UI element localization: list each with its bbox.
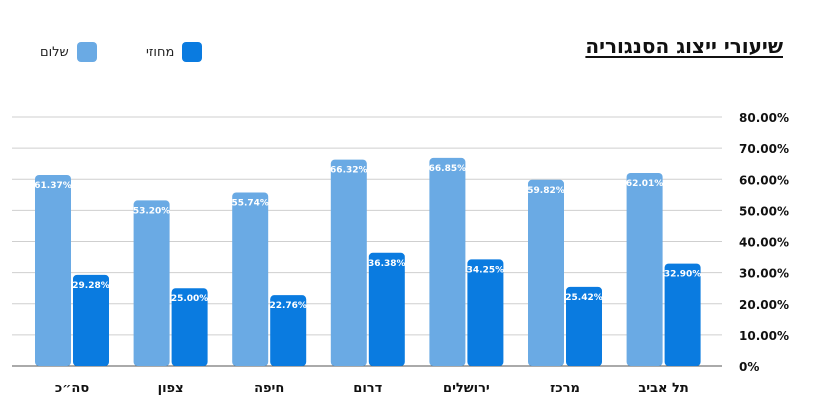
data-label: 32.90% xyxy=(664,270,702,280)
data-label: 62.01% xyxy=(626,179,664,189)
bar-shalom xyxy=(232,192,269,366)
chart-title: שיעורי ייצוג הסנגוריה xyxy=(585,34,783,58)
data-label: 55.74% xyxy=(231,199,269,209)
y-tick-label: 20.00% xyxy=(739,298,789,312)
legend-swatch-shalom xyxy=(76,42,97,62)
data-label: 25.42% xyxy=(565,293,603,303)
x-tick-label: תל אביב xyxy=(638,381,688,396)
x-tick-label: צפון xyxy=(158,381,184,396)
x-tick-label: סה״כ xyxy=(55,381,90,396)
x-tick-label: ירושלים xyxy=(443,381,490,396)
bar-shalom xyxy=(626,172,663,366)
data-label: 36.38% xyxy=(368,259,406,269)
data-label: 59.82% xyxy=(527,186,565,196)
bar-shalom xyxy=(429,157,466,366)
bar-shalom xyxy=(528,179,564,366)
data-label: 34.25% xyxy=(467,265,505,275)
bar-mehozi xyxy=(566,286,602,366)
bar-shalom xyxy=(35,174,71,366)
x-tick-label: חיפה xyxy=(254,381,284,396)
y-tick-label: 80.00% xyxy=(739,111,789,125)
bar-mehozi xyxy=(171,288,208,366)
bar-mehozi xyxy=(73,274,109,366)
data-label: 61.37% xyxy=(34,181,72,191)
y-tick-label: 60.00% xyxy=(739,173,789,187)
y-tick-label: 10.00% xyxy=(739,329,789,343)
x-tick-label: מרכז xyxy=(550,381,580,396)
legend-item-shalom: שלום xyxy=(40,42,97,62)
data-label: 66.32% xyxy=(330,166,368,176)
bar-mehozi xyxy=(664,263,701,366)
y-tick-label: 70.00% xyxy=(739,142,789,156)
data-label: 22.76% xyxy=(269,301,307,311)
bar-mehozi xyxy=(467,259,504,366)
data-label: 25.00% xyxy=(171,294,209,304)
y-tick-label: 30.00% xyxy=(739,267,789,281)
data-label: 66.85% xyxy=(429,164,467,174)
legend-label-mehozi: מחוזי xyxy=(146,44,175,60)
bar-mehozi xyxy=(270,295,307,366)
data-label: 53.20% xyxy=(133,206,171,216)
bar-mehozi xyxy=(368,252,405,366)
bar-shalom xyxy=(133,200,170,366)
y-tick-label: 50.00% xyxy=(739,204,789,218)
bar-shalom xyxy=(330,159,367,366)
y-tick-label: 40.00% xyxy=(739,236,789,250)
legend-label-shalom: שלום xyxy=(40,44,69,60)
legend-item-mehozi: מחוזי xyxy=(146,42,203,62)
x-tick-label: דרום xyxy=(353,381,382,396)
data-label: 29.28% xyxy=(72,281,110,291)
legend-swatch-mehozi xyxy=(182,42,203,62)
y-tick-label: 0% xyxy=(739,360,759,374)
